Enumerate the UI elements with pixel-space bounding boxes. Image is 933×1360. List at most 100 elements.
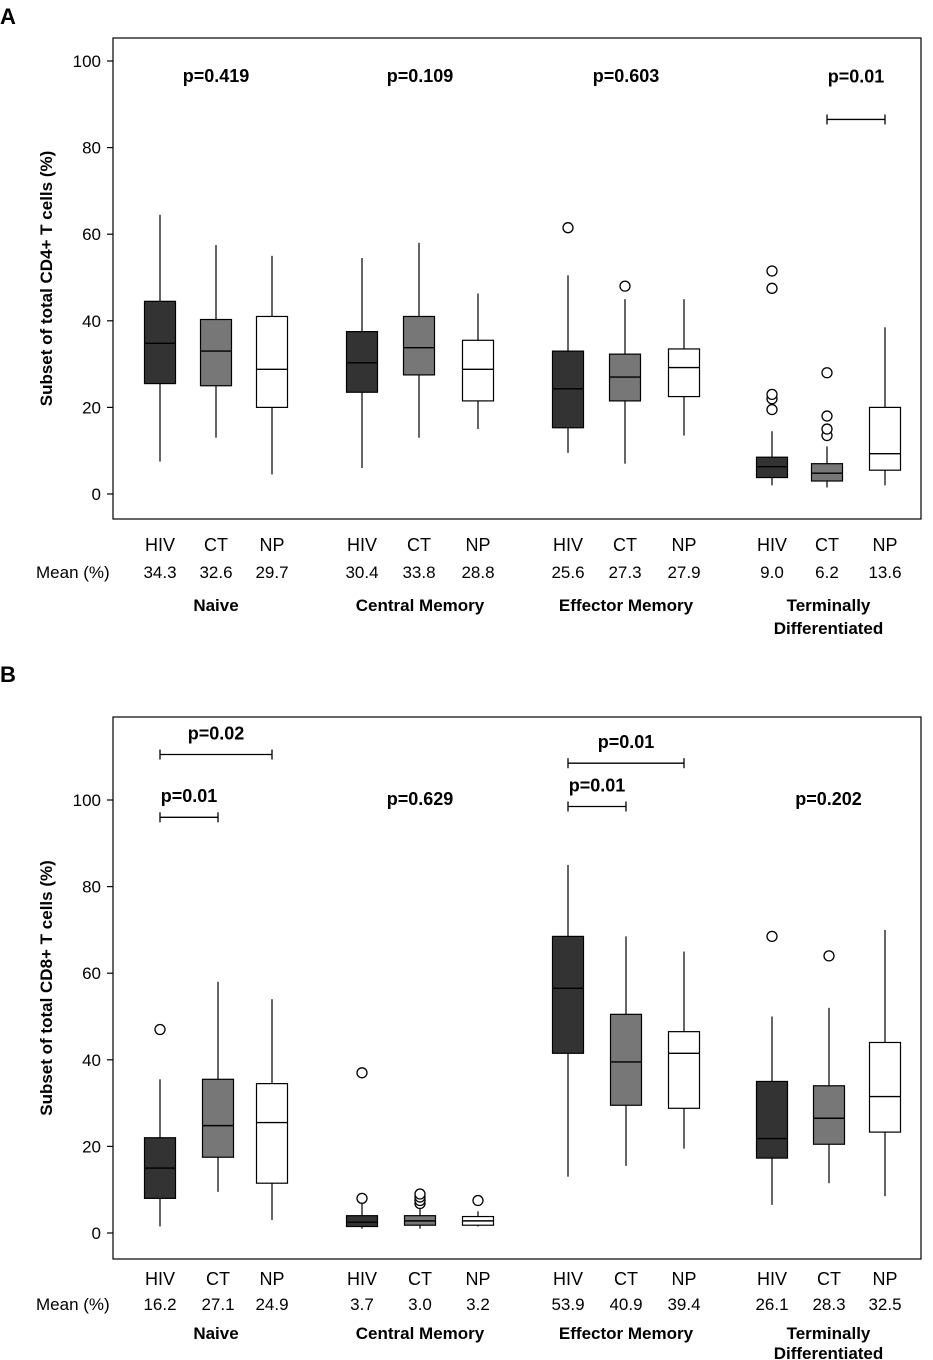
iqr-box — [868, 1041, 902, 1133]
outlier-point — [821, 367, 833, 379]
y-axis-label: Subset of total CD4+ T cells (%) — [37, 151, 56, 407]
outlier-point — [766, 930, 778, 943]
p-value: p=0.202 — [795, 789, 862, 809]
y-tick-label: 60 — [82, 964, 101, 983]
category-label: NP — [872, 1269, 897, 1289]
iqr-box — [461, 339, 495, 402]
group-central-memory: Central Memory p=0.109 HIV 30.4 CT 33.8 NP 28.8 — [345, 66, 494, 615]
mean-value: 28.8 — [461, 563, 494, 582]
box-ct: CT 6.2 — [810, 367, 844, 582]
y-tick-label: 0 — [92, 1224, 101, 1243]
category-label: NP — [465, 535, 490, 555]
box-np: NP 13.6 — [868, 327, 902, 582]
y-tick-label: 60 — [82, 225, 101, 244]
category-label: NP — [465, 1269, 490, 1289]
iqr-box — [255, 315, 289, 409]
significance-bracket: p=0.01 — [159, 786, 219, 823]
category-label: CT — [408, 1269, 432, 1289]
group-label: Effector Memory — [559, 1324, 694, 1343]
box-hiv: HIV 30.4 — [345, 258, 379, 582]
group-label: Terminally — [787, 1324, 871, 1343]
box-np: NP 3.2 — [461, 1194, 495, 1314]
category-label: HIV — [553, 1269, 583, 1289]
y-tick-label: 100 — [73, 791, 101, 810]
category-label: CT — [206, 1269, 230, 1289]
mean-value: 9.0 — [760, 563, 784, 582]
box-hiv: HIV 9.0 — [755, 265, 789, 582]
outlier-point — [619, 280, 631, 292]
mean-value: 32.6 — [199, 563, 232, 582]
panel-b: B 0 20 40 60 80 100 Subset of total CD8+ T cell… — [0, 662, 922, 1360]
box-np: NP 27.9 — [667, 299, 701, 582]
mean-value: 40.9 — [609, 1295, 642, 1314]
category-label: CT — [614, 1269, 638, 1289]
group-label: Effector Memory — [559, 596, 694, 615]
p-value: p=0.603 — [593, 66, 660, 86]
y-tick-label: 20 — [82, 1137, 101, 1156]
mean-value: 25.6 — [551, 563, 584, 582]
category-label: CT — [407, 535, 431, 555]
category-label: CT — [613, 535, 637, 555]
outlier-point — [154, 1023, 166, 1036]
box-ct: CT 32.6 — [199, 245, 233, 582]
group-terminally-differentiated: Terminally Differentiated HIV 9.0 CT 6.2 NP 13.… — [755, 67, 902, 638]
y-tick-label: 40 — [82, 1051, 101, 1070]
mean-value: 30.4 — [345, 563, 378, 582]
box-hiv: HIV 16.2 — [143, 1023, 177, 1314]
iqr-box — [143, 300, 177, 385]
outlier-point — [766, 403, 778, 416]
significance-bracket: p=0.01 — [826, 67, 886, 125]
y-tick-label: 80 — [82, 878, 101, 897]
mean-value: 3.7 — [350, 1295, 374, 1314]
mean-value: 33.8 — [402, 563, 435, 582]
mean-value: 3.2 — [466, 1295, 490, 1314]
mean-value: 27.9 — [667, 563, 700, 582]
iqr-box — [201, 1078, 235, 1158]
iqr-box — [199, 318, 233, 387]
outlier-point — [766, 282, 778, 294]
mean-label: Mean (%) — [36, 1295, 110, 1314]
box-np: NP 24.9 — [255, 999, 289, 1314]
outlier-point — [823, 950, 835, 962]
mean-value: 27.1 — [201, 1295, 234, 1314]
box-np: NP 28.8 — [461, 293, 495, 582]
mean-value: 28.3 — [812, 1295, 845, 1314]
box-hiv: HIV 3.7 — [345, 1067, 379, 1314]
category-label: HIV — [757, 535, 787, 555]
panel-a: A 0 20 40 60 80 100 Subset of total CD4+ T cell… — [0, 4, 922, 638]
group-label: Differentiated — [774, 619, 884, 638]
outlier-point — [821, 423, 833, 435]
outlier-point — [356, 1067, 368, 1079]
box-hiv: HIV 25.6 — [551, 222, 585, 582]
box-ct: CT 3.0 — [403, 1188, 437, 1314]
group-label: Terminally — [787, 596, 871, 615]
category-label: HIV — [145, 535, 175, 555]
box-np: NP 39.4 — [667, 951, 701, 1314]
category-label: HIV — [757, 1269, 787, 1289]
box-ct: CT 40.9 — [609, 936, 643, 1314]
y-tick-label: 20 — [82, 398, 101, 417]
iqr-box — [255, 1083, 289, 1184]
outlier-point — [766, 388, 778, 401]
iqr-box — [810, 463, 844, 482]
mean-value: 32.5 — [868, 1295, 901, 1314]
panel-letter: B — [0, 662, 16, 687]
iqr-box — [345, 331, 379, 393]
outlier-point — [356, 1192, 368, 1205]
category-label: NP — [872, 535, 897, 555]
box-ct: CT 27.3 — [608, 280, 642, 582]
mean-value: 34.3 — [143, 563, 176, 582]
plot-frame — [112, 37, 922, 520]
mean-value: 16.2 — [143, 1295, 176, 1314]
iqr-box — [345, 1215, 379, 1228]
group-effector-memory: Effector Memory p=0.603 HIV 25.6 CT 27.3 NP 27.… — [551, 66, 700, 615]
panel-letter: A — [0, 4, 16, 29]
outlier-point — [821, 410, 833, 422]
significance-bracket: p=0.01 — [567, 732, 685, 769]
mean-value: 24.9 — [255, 1295, 288, 1314]
box-ct: CT 28.3 — [812, 950, 846, 1314]
category-label: NP — [259, 1269, 284, 1289]
outlier-point — [562, 222, 574, 234]
iqr-box — [551, 935, 585, 1054]
